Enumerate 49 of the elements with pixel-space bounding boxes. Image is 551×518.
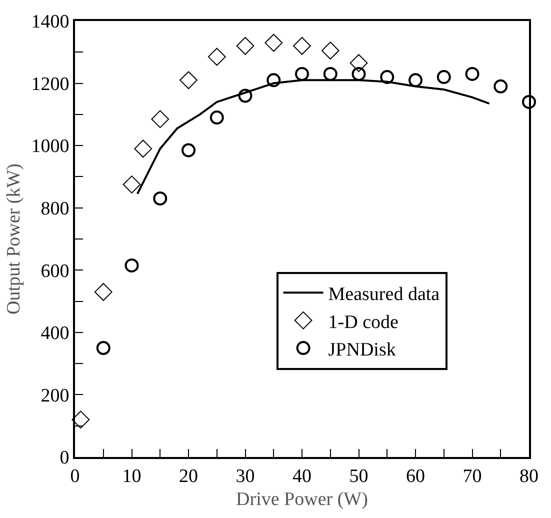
point bbox=[72, 410, 90, 429]
point bbox=[465, 66, 480, 81]
x-tick-label: 40 bbox=[292, 466, 312, 487]
y-tick-label: 1400 bbox=[31, 12, 70, 33]
point bbox=[94, 282, 112, 301]
x-axis-title: Drive Power (W) bbox=[236, 489, 368, 510]
point bbox=[210, 110, 224, 125]
point bbox=[408, 73, 422, 88]
point bbox=[352, 66, 366, 81]
y-tick-label: 0 bbox=[60, 448, 70, 469]
y-tick-label: 1000 bbox=[31, 136, 70, 158]
point bbox=[522, 94, 536, 109]
point bbox=[293, 36, 311, 55]
y-tick-label: 800 bbox=[40, 198, 70, 220]
y-tick-label: 400 bbox=[40, 323, 70, 344]
point bbox=[323, 66, 338, 81]
x-tick-label: 50 bbox=[349, 466, 368, 487]
point bbox=[151, 110, 170, 128]
x-tick-label: 80 bbox=[520, 466, 538, 487]
point bbox=[264, 34, 283, 52]
point bbox=[295, 66, 309, 81]
point bbox=[208, 48, 226, 66]
point bbox=[266, 73, 281, 88]
point bbox=[380, 70, 394, 84]
x-tick-label: 20 bbox=[179, 466, 198, 487]
legend-label: 1-D code bbox=[328, 312, 398, 333]
x-tick-label: 70 bbox=[462, 466, 482, 487]
legend-label: JPNDisk bbox=[328, 339, 396, 360]
point bbox=[494, 79, 508, 94]
point bbox=[153, 192, 168, 206]
point bbox=[321, 42, 340, 60]
point bbox=[134, 140, 152, 158]
point bbox=[182, 143, 196, 158]
x-tick-label: 10 bbox=[122, 466, 142, 487]
point bbox=[236, 36, 254, 55]
point bbox=[180, 71, 198, 90]
y-axis-title: Output Power (kW) bbox=[4, 164, 25, 314]
point bbox=[96, 341, 110, 355]
point bbox=[122, 176, 141, 194]
point bbox=[436, 70, 451, 84]
point bbox=[350, 54, 368, 72]
y-tick-label: 600 bbox=[40, 260, 70, 282]
x-tick-label: 30 bbox=[236, 466, 255, 487]
point bbox=[238, 88, 252, 103]
y-tick-label: 200 bbox=[40, 385, 70, 406]
point bbox=[124, 258, 139, 272]
x-tick-label: 60 bbox=[406, 466, 425, 487]
y-tick-label: 1200 bbox=[31, 74, 70, 95]
legend-label: Measured data bbox=[328, 284, 440, 306]
